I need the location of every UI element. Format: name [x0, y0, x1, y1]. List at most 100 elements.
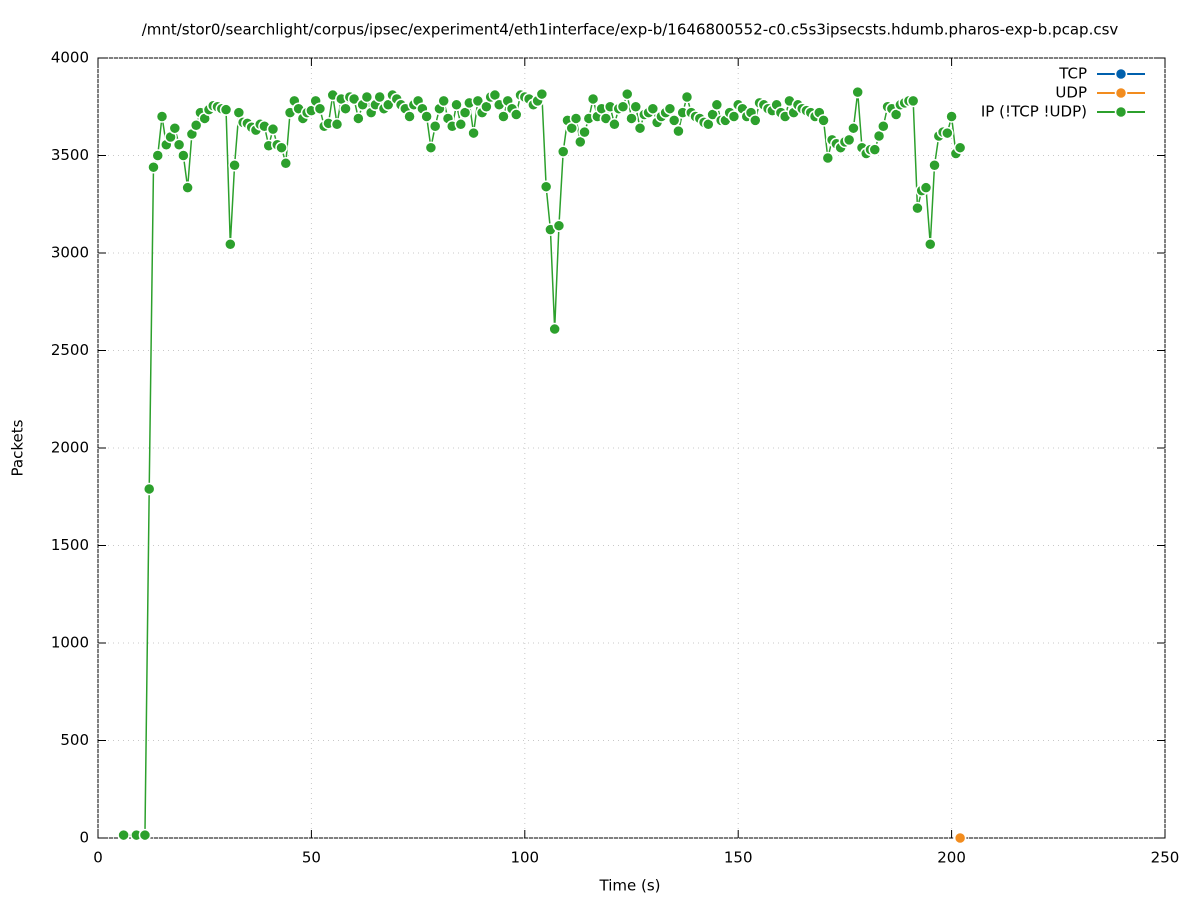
data-point [266, 122, 280, 136]
x-tick-label: 100 [510, 849, 539, 867]
data-point [552, 219, 566, 232]
data-point [842, 133, 856, 147]
data-point [556, 145, 570, 158]
data-point [928, 159, 941, 172]
data-point [633, 121, 647, 135]
x-tick-label: 200 [937, 849, 966, 867]
data-point [945, 110, 958, 123]
data-point [420, 110, 433, 123]
data-point [403, 110, 416, 123]
x-tick-label: 0 [93, 849, 103, 867]
data-point [189, 119, 203, 132]
x-axis-label: Time (s) [599, 877, 661, 895]
data-point [919, 181, 933, 194]
data-point [168, 121, 182, 135]
data-point [330, 118, 344, 131]
data-point [172, 138, 186, 152]
data-point [535, 87, 549, 101]
data-point [151, 149, 165, 162]
legend-marker [1114, 105, 1128, 119]
data-point [138, 828, 152, 842]
data-point [851, 85, 864, 99]
y-tick-label: 3500 [51, 146, 89, 164]
data-point [360, 90, 374, 104]
data-point [911, 201, 924, 215]
data-point [437, 94, 450, 108]
y-tick-label: 500 [60, 731, 89, 749]
data-point [599, 112, 613, 125]
data-point [924, 237, 937, 251]
data-point [279, 157, 293, 170]
y-tick-label: 0 [79, 829, 89, 847]
y-axis-label: Packets [9, 419, 27, 476]
legend-marker [1114, 67, 1128, 81]
data-point [646, 102, 660, 115]
data-point [352, 112, 365, 125]
data-point [467, 126, 480, 140]
x-tick-label: 250 [1151, 849, 1180, 867]
data-point [941, 126, 954, 140]
data-point [548, 322, 561, 336]
data-point [625, 112, 638, 125]
data-point [953, 141, 967, 154]
data-point [347, 92, 361, 106]
data-point [177, 149, 190, 162]
data-point [497, 110, 510, 123]
data-point [155, 110, 169, 123]
y-tick-label: 2000 [51, 439, 89, 457]
data-point [817, 114, 830, 127]
series-line [123, 91, 961, 836]
data-point [906, 94, 920, 108]
data-point [339, 102, 352, 115]
data-point [629, 100, 643, 113]
data-point [424, 141, 438, 154]
data-point [727, 110, 741, 123]
data-point [616, 100, 630, 113]
data-point [868, 143, 882, 156]
data-point [539, 180, 553, 193]
y-tick-label: 1000 [51, 634, 89, 652]
data-point [450, 98, 463, 112]
data-point [147, 160, 160, 174]
data-point [219, 103, 233, 116]
data-point [710, 98, 724, 112]
data-point [667, 114, 681, 127]
y-tick-label: 2500 [51, 341, 89, 359]
data-point [373, 90, 386, 104]
data-point [228, 159, 241, 172]
x-tick-label: 50 [302, 849, 321, 867]
data-point [847, 121, 860, 135]
data-point [608, 118, 621, 131]
data-point [313, 102, 327, 115]
data-point [142, 482, 156, 496]
data-point [569, 112, 583, 125]
y-tick-label: 4000 [51, 49, 89, 67]
data-point [821, 151, 835, 165]
legend-label: TCP [1058, 65, 1087, 83]
y-tick-label: 3000 [51, 244, 89, 262]
legend-label: IP (!TCP !UDP) [981, 103, 1087, 121]
legend-marker [1114, 86, 1128, 100]
data-point [620, 87, 634, 101]
y-tick-label: 1500 [51, 536, 89, 554]
data-point [680, 90, 694, 104]
data-point [586, 92, 600, 106]
data-point [471, 94, 485, 108]
data-point [224, 237, 237, 251]
data-point [672, 124, 685, 138]
data-point [117, 828, 130, 842]
legend-label: UDP [1055, 84, 1087, 102]
chart-title: /mnt/stor0/searchlight/corpus/ipsec/expe… [142, 21, 1119, 39]
data-point [877, 120, 890, 133]
data-point [181, 181, 194, 194]
x-tick-label: 150 [724, 849, 753, 867]
data-point [663, 102, 677, 115]
data-point [510, 108, 523, 121]
data-point [953, 831, 967, 845]
data-point [749, 114, 762, 127]
data-point [578, 125, 591, 139]
data-point [454, 118, 468, 131]
data-point [428, 120, 442, 133]
data-point [275, 141, 288, 154]
